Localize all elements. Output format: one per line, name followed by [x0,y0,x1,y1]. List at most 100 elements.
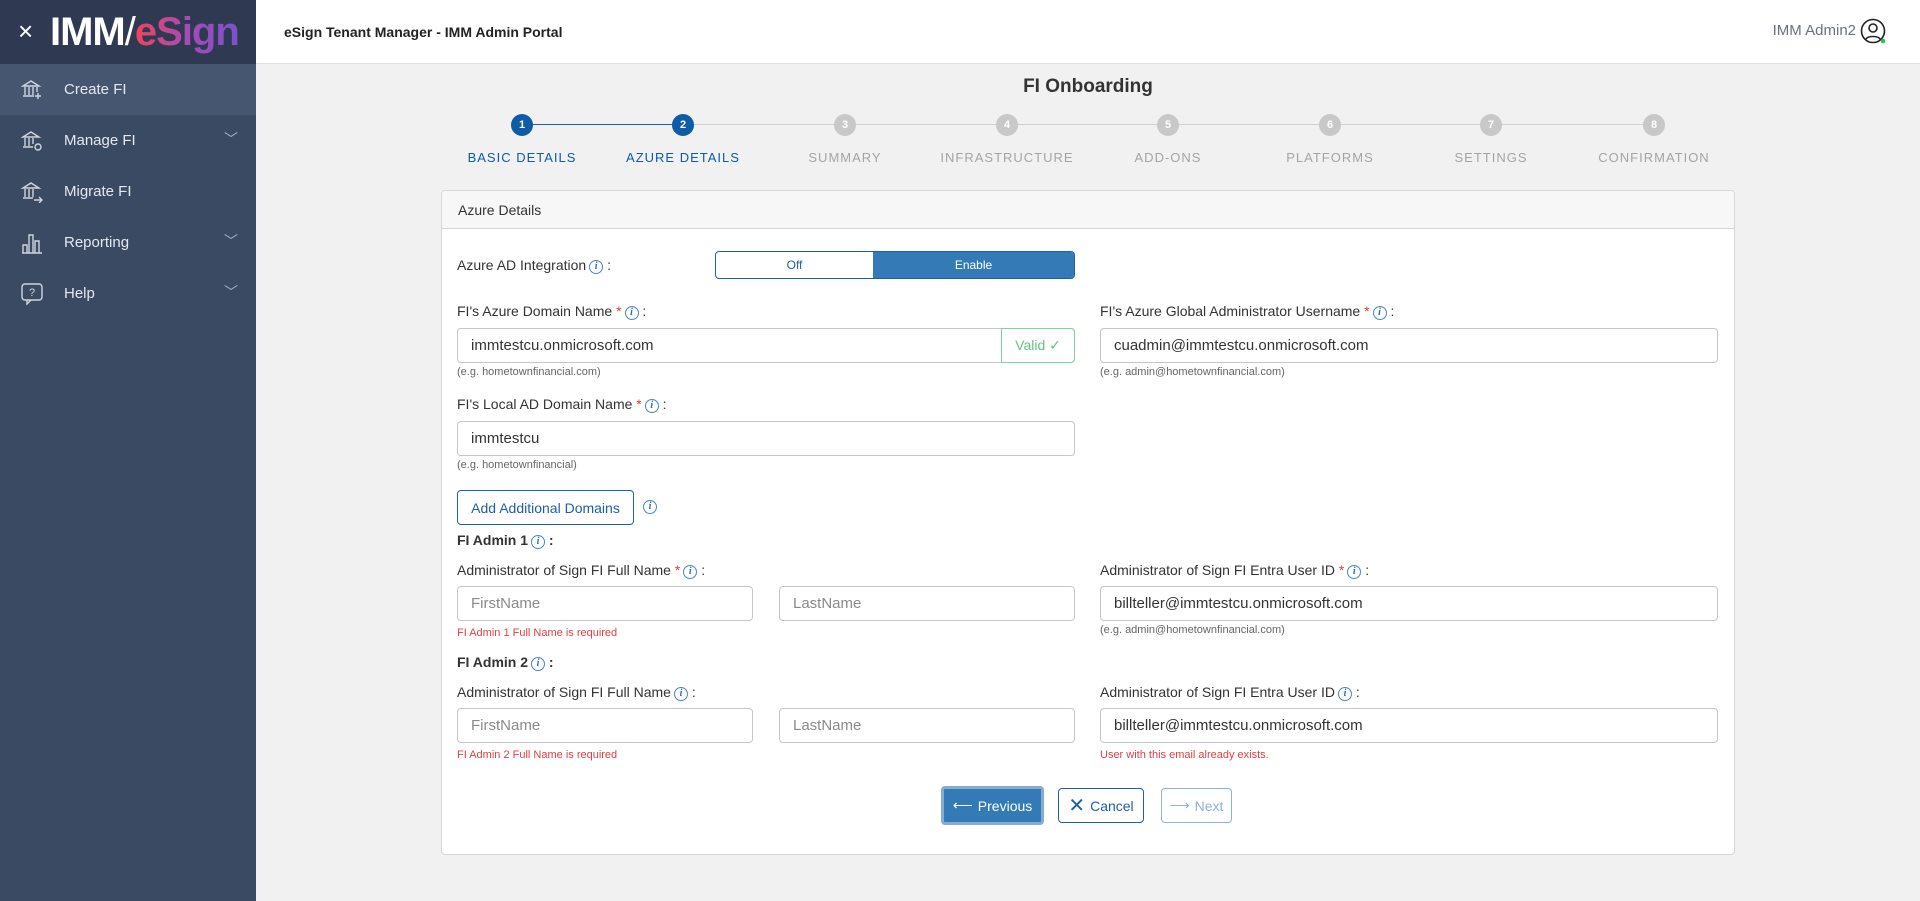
user-name[interactable]: IMM Admin2 [1772,22,1856,39]
sidebar: × IMM/eSign Create FI Manage FI ﹀ Migrat… [0,0,256,901]
local-domain-hint: (e.g. hometownfinancial) [457,459,577,471]
stepper-connector [1330,124,1491,125]
step-7-circle[interactable]: 7 [1480,114,1502,136]
sidebar-item-create-fi[interactable]: Create FI [0,64,256,115]
step-8-label[interactable]: CONFIRMATION [1598,150,1710,165]
admin1-last-name-input[interactable] [779,586,1075,621]
next-button[interactable]: ⟶ Next [1161,788,1232,823]
stepper-connector [522,124,683,125]
azure-details-card: Azure Details [441,190,1735,855]
step-1-label[interactable]: BASIC DETAILS [467,150,577,165]
azure-domain-input[interactable] [457,328,1075,363]
step-5-circle[interactable]: 5 [1157,114,1179,136]
toggle-enable-button[interactable]: Enable [873,252,1074,278]
info-icon[interactable]: i [683,565,698,579]
arrow-left-icon: ⟵ [952,797,973,813]
step-4-circle[interactable]: 4 [996,114,1018,136]
sidebar-item-label: Migrate FI [64,183,132,200]
stepper-connector [845,124,1007,125]
info-icon[interactable]: i [531,535,546,549]
stepper-connector [1491,124,1654,125]
admin1-name-error: FI Admin 1 Full Name is required [457,627,618,639]
step-3-label[interactable]: SUMMARY [808,150,882,165]
stepper-connector [1007,124,1168,125]
page-title: FI Onboarding [1023,76,1153,97]
step-7-label[interactable]: SETTINGS [1454,150,1528,165]
step-4-label[interactable]: INFRASTRUCTURE [940,150,1074,165]
info-icon[interactable]: i [643,500,657,514]
admin1-id-input[interactable] [1100,586,1718,621]
bank-gear-icon [0,130,64,152]
chevron-down-icon: ﹀ [224,131,238,147]
sidebar-item-manage-fi[interactable]: Manage FI ﹀ [0,115,256,166]
info-icon[interactable]: i [644,399,659,413]
sidebar-item-help[interactable]: ? Help ﹀ [0,268,256,319]
step-6-circle[interactable]: 6 [1319,114,1341,136]
admin1-name-label: Administrator of Sign FI Full Name * i : [457,562,706,579]
bank-plus-icon [0,79,64,101]
sidebar-item-reporting[interactable]: Reporting ﹀ [0,217,256,268]
toggle-off-button[interactable]: Off [786,258,803,272]
admin2-id-input[interactable] [1100,708,1718,743]
azure-ad-toggle[interactable]: Off Enable [715,251,1075,279]
sidebar-item-label: Manage FI [64,132,136,149]
step-3-circle[interactable]: 3 [834,114,856,136]
azure-domain-label: FI's Azure Domain Name * i : [457,303,647,320]
svg-text:?: ? [29,287,35,299]
info-icon[interactable]: i [1337,687,1352,701]
info-icon[interactable]: i [1347,565,1362,579]
admin2-last-name-input[interactable] [779,708,1075,743]
admin2-id-error: User with this email already exists. [1100,749,1269,761]
step-5-label[interactable]: ADD-ONS [1134,150,1202,165]
step-6-label[interactable]: PLATFORMS [1286,150,1374,165]
step-8-circle[interactable]: 8 [1643,114,1665,136]
step-1-circle[interactable]: 1 [511,114,533,136]
step-2-label[interactable]: AZURE DETAILS [626,150,740,165]
admin1-id-hint: (e.g. admin@hometownfinancial.com) [1100,624,1285,636]
arrow-right-icon: ⟶ [1169,797,1190,813]
stepper-connector [683,124,845,125]
info-icon[interactable]: i [624,306,639,320]
logo: IMM/eSign [50,10,240,54]
chevron-down-icon: ﹀ [224,284,238,300]
info-icon[interactable]: i [531,657,546,671]
app-title: eSign Tenant Manager - IMM Admin Portal [284,24,563,40]
previous-button[interactable]: ⟵ Previous [941,786,1044,825]
card-title: Azure Details [442,191,1734,229]
admin2-id-label: Administrator of Sign FI Entra User ID i … [1100,684,1360,701]
azure-domain-hint: (e.g. hometownfinancial.com) [457,366,601,378]
sidebar-item-label: Create FI [64,81,127,98]
info-icon[interactable]: i [589,260,604,274]
local-domain-input[interactable] [457,421,1075,456]
azure-ad-label: Azure AD Integration i : [457,257,611,274]
bank-arrow-icon [0,181,64,203]
step-2-circle[interactable]: 2 [672,114,694,136]
local-domain-label: FI's Local AD Domain Name * i : [457,396,667,413]
global-admin-input[interactable] [1100,328,1718,363]
admin2-name-error: FI Admin 2 Full Name is required [457,749,618,761]
cancel-button[interactable]: ✕ Cancel [1058,788,1144,823]
close-icon: ✕ [1068,795,1086,817]
sidebar-item-label: Help [64,285,95,302]
admin2-name-label: Administrator of Sign FI Full Name i : [457,684,696,701]
user-avatar-icon[interactable] [1860,18,1886,44]
sidebar-item-migrate-fi[interactable]: Migrate FI [0,166,256,217]
valid-badge: Valid ✓ [1001,328,1075,363]
global-admin-hint: (e.g. admin@hometownfinancial.com) [1100,366,1285,378]
bar-chart-icon [0,232,64,254]
stepper-connector [1168,124,1330,125]
info-icon[interactable]: i [673,687,688,701]
global-admin-label: FI's Azure Global Administrator Username… [1100,303,1395,320]
info-icon[interactable]: i [1372,306,1387,320]
top-header: eSign Tenant Manager - IMM Admin Portal … [256,0,1920,64]
close-icon[interactable]: × [18,16,34,46]
admin1-first-name-input[interactable] [457,586,753,621]
admin2-first-name-input[interactable] [457,708,753,743]
azure-domain-group: Valid ✓ [457,328,1075,363]
help-bubble-icon: ? [0,282,64,305]
chevron-down-icon: ﹀ [224,233,238,249]
add-additional-domains-button[interactable]: Add Additional Domains [457,490,634,525]
admin1-id-label: Administrator of Sign FI Entra User ID *… [1100,562,1370,579]
